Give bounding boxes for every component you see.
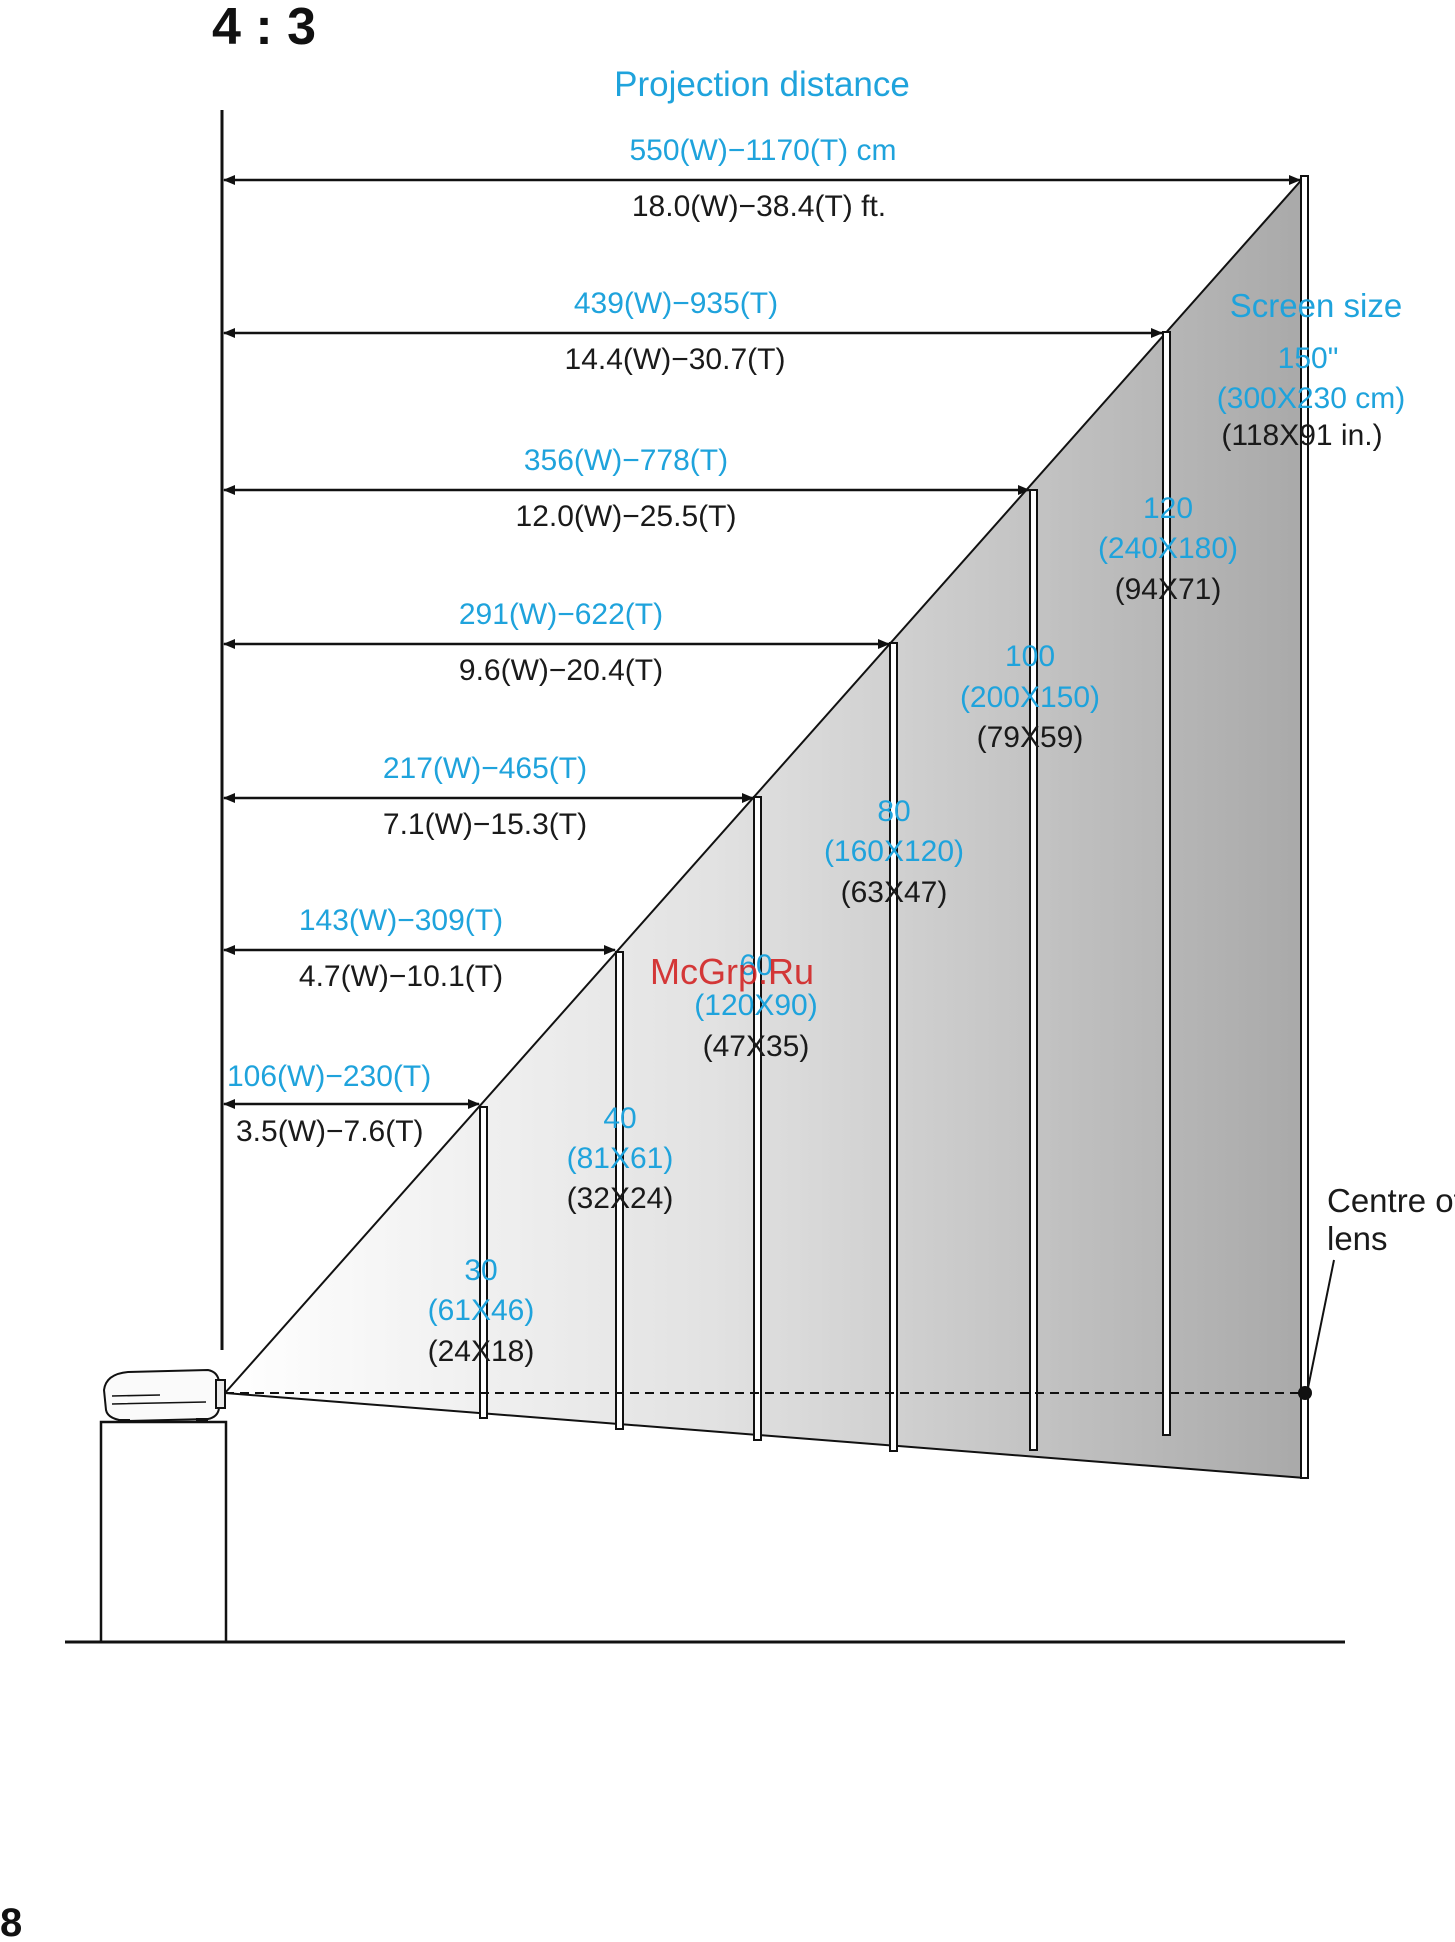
distance-cm-100: 356(W)−778(T)	[524, 444, 728, 477]
screen-30	[479, 1106, 488, 1419]
screen-cm-30: (61X46)	[428, 1294, 535, 1327]
screens-group	[479, 175, 1309, 1479]
beam-outline	[224, 175, 1306, 1394]
projector-stand	[99, 1420, 228, 1644]
screen-cm-100: (200X150)	[960, 681, 1100, 714]
distance-ft-120: 14.4(W)−30.7(T)	[565, 343, 786, 376]
screen-size-60: 60	[739, 949, 772, 982]
distance-cm-30: 106(W)−230(T)	[227, 1060, 431, 1093]
screen-in-80: (63X47)	[841, 876, 948, 909]
screen-cm-120: (240X180)	[1098, 532, 1238, 565]
distance-ft-30: 3.5(W)−7.6(T)	[236, 1115, 424, 1148]
screen-60	[753, 796, 762, 1441]
distance-ft-150: 18.0(W)−38.4(T) ft.	[632, 190, 886, 223]
screen-size-120: 120	[1143, 492, 1193, 525]
distance-ft-60: 7.1(W)−15.3(T)	[383, 808, 587, 841]
distance-cm-60: 217(W)−465(T)	[383, 752, 587, 785]
distance-ft-80: 9.6(W)−20.4(T)	[459, 654, 663, 687]
lens-callout-line	[1307, 1259, 1335, 1389]
screen-size-80: 80	[877, 795, 910, 828]
aspect-ratio-label: 4 : 3	[212, 0, 316, 56]
distance-ft-100: 12.0(W)−25.5(T)	[516, 500, 737, 533]
screen-40	[615, 951, 624, 1430]
screen-in-100: (79X59)	[977, 721, 1084, 754]
screen-size-100: 100	[1005, 640, 1055, 673]
screen-cm-80: (160X120)	[824, 835, 964, 868]
distance-cm-150: 550(W)−1170(T) cm	[629, 134, 896, 167]
screen-size-40: 40	[603, 1102, 636, 1135]
projector-foot-left	[118, 1419, 130, 1423]
screen-120	[1162, 331, 1171, 1436]
beam-bottom-edge	[224, 1392, 1306, 1479]
projector-detail	[111, 1394, 207, 1405]
distance-labels: 550(W)−1170(T) cm 18.0(W)−38.4(T) ft. 43…	[227, 134, 897, 1148]
screen-in-60: (47X35)	[703, 1030, 810, 1063]
projector-illustration	[99, 1368, 228, 1644]
screen-cm-150: (300X230 cm)	[1217, 382, 1405, 415]
screen-size-30: 30	[464, 1254, 497, 1287]
projector-lens	[215, 1379, 226, 1409]
screen-in-150: (118X91 in.)	[1221, 419, 1382, 452]
distance-cm-40: 143(W)−309(T)	[299, 904, 503, 937]
distance-cm-80: 291(W)−622(T)	[459, 598, 663, 631]
screen-cm-60: (120X90)	[694, 989, 817, 1022]
screen-in-120: (94X71)	[1115, 573, 1222, 606]
distance-ft-40: 4.7(W)−10.1(T)	[299, 960, 503, 993]
screen-size-labels: 150" (300X230 cm) (118X91 in.) 120 (240X…	[428, 342, 1406, 1368]
screen-150	[1300, 175, 1309, 1479]
screen-size-title: Screen size	[1230, 287, 1402, 324]
screen-cm-40: (81X61)	[567, 1142, 674, 1175]
screen-100	[1029, 489, 1038, 1451]
centre-of-lens-label-1: Centre of	[1327, 1182, 1455, 1219]
lens-centre-dot	[1298, 1386, 1312, 1400]
screen-in-40: (32X24)	[567, 1182, 674, 1215]
distance-cm-120: 439(W)−935(T)	[574, 287, 778, 320]
screen-size-150: 150"	[1278, 342, 1339, 375]
screen-in-30: (24X18)	[428, 1335, 535, 1368]
projector-foot-right	[196, 1418, 208, 1422]
distance-arrows	[223, 175, 1301, 1109]
watermark: McGrp.Ru	[650, 951, 814, 992]
centre-of-lens-label-2: lens	[1327, 1220, 1388, 1257]
screen-80	[889, 642, 898, 1452]
projection-distance-title: Projection distance	[614, 65, 910, 104]
page-number: 8	[0, 1901, 22, 1942]
